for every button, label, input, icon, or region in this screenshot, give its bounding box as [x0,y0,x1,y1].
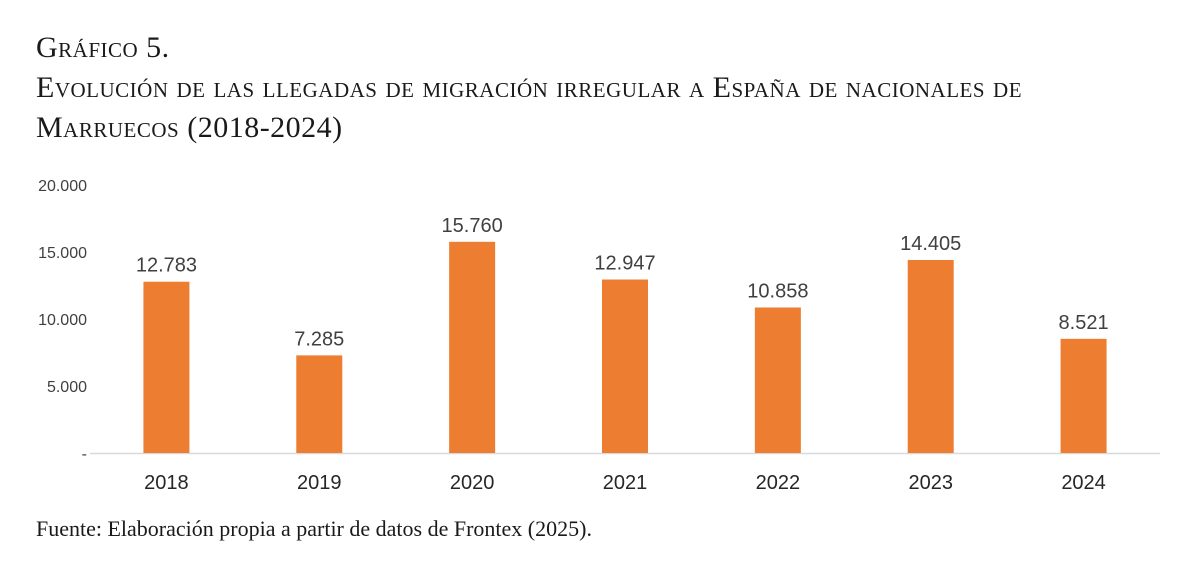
x-tick-label: 2023 [908,472,953,494]
bar-2021 [602,279,648,453]
bar-value-label: 8.521 [1059,312,1109,334]
bar-value-label: 12.783 [136,255,197,277]
bar-series: 12.783 7.285 15.760 12.947 10.858 14.405 8.521 [136,215,1109,453]
y-tick-label: - [82,446,87,463]
y-tick-label: 5.000 [47,379,87,396]
x-tick-label: 2019 [297,472,342,494]
chart-heading: Gráfico 5. Evolución de las llegadas de … [36,28,1176,148]
bar-value-label: 14.405 [900,233,961,255]
y-tick-label: 20.000 [38,178,87,195]
y-tick-label: 10.000 [38,312,87,329]
bar-value-label: 12.947 [594,253,655,275]
bar-value-label: 10.858 [747,281,808,303]
bar-value-label: 7.285 [294,328,344,350]
bar-2024 [1060,338,1107,453]
x-tick-label: 2022 [756,472,801,494]
bar-2022 [754,307,801,453]
y-axis: - 5.000 10.000 15.000 20.000 [38,178,87,463]
figure-label: Gráfico 5. [36,31,170,64]
source-note: Fuente: Elaboración propia a partir de d… [36,516,592,541]
bar-2020 [449,241,496,453]
bar-chart: - 5.000 10.000 15.000 20.000 12.783 7.285 15.7… [38,178,1160,494]
bar-2023 [907,259,954,453]
chart-title-line-2: Marruecos (2018-2024) [36,111,343,144]
chart-title-line-1: Evolución de las llegadas de migración i… [36,71,1023,104]
x-tick-label: 2018 [144,472,189,494]
x-tick-label: 2020 [450,472,495,494]
bar-2019 [296,355,343,453]
y-tick-label: 15.000 [38,245,87,262]
bar-value-label: 15.760 [442,215,503,237]
x-axis: 2018 2019 2020 2021 2022 2023 2024 [144,472,1106,494]
x-tick-label: 2024 [1061,472,1106,494]
x-tick-label: 2021 [603,472,648,494]
bar-2018 [143,281,190,453]
